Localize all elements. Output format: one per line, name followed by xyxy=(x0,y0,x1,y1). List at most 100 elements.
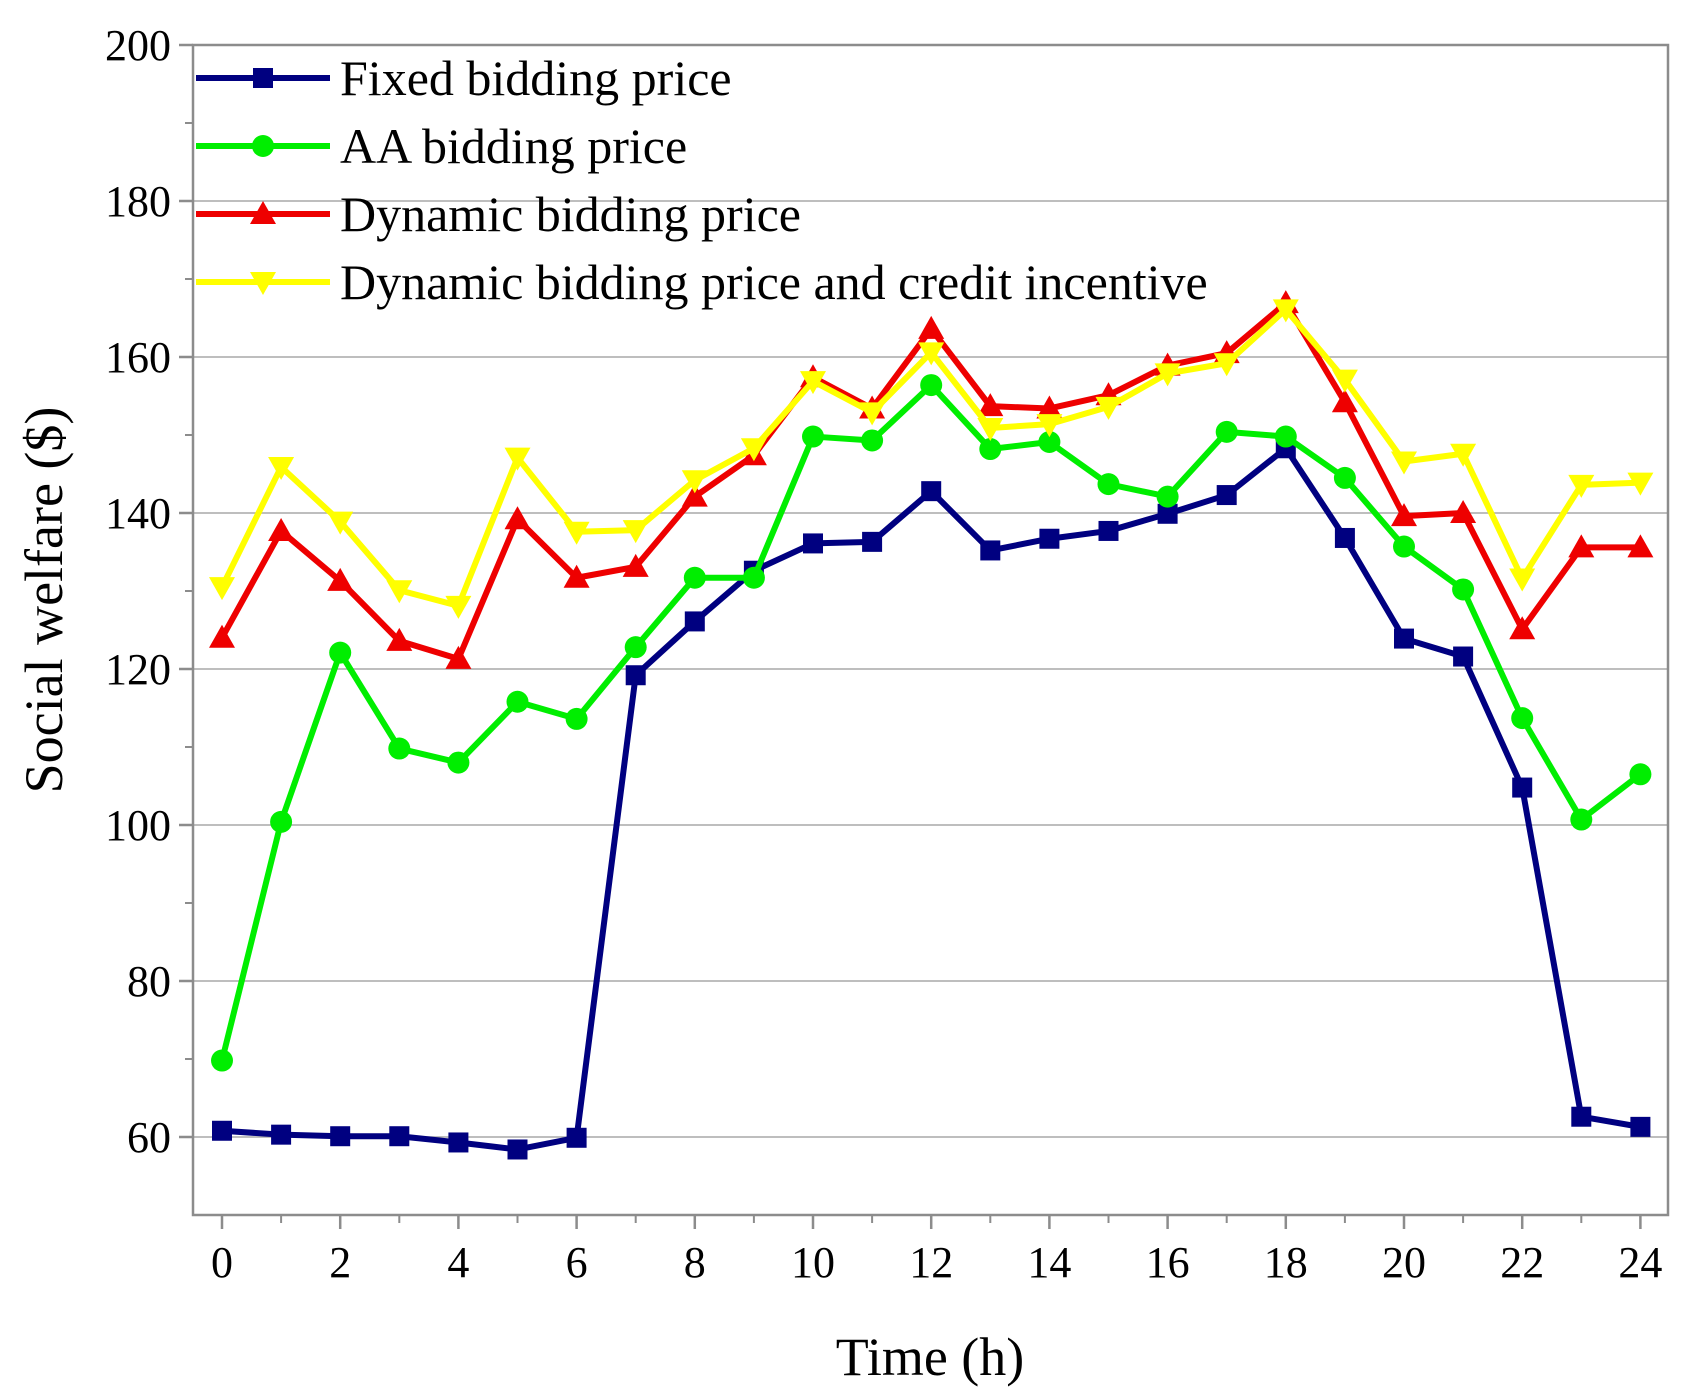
y-tick-label: 200 xyxy=(105,21,171,70)
data-point xyxy=(268,517,295,541)
y-axis-title: Social welfare ($) xyxy=(14,407,74,794)
legend-label: Dynamic bidding price xyxy=(340,186,801,242)
data-point xyxy=(862,531,883,552)
x-tick-label: 10 xyxy=(791,1238,835,1287)
y-tick-label: 80 xyxy=(127,957,171,1006)
data-point xyxy=(448,1132,469,1153)
data-point xyxy=(1036,414,1063,438)
y-tick-label: 120 xyxy=(105,645,171,694)
data-point xyxy=(683,566,706,589)
data-point xyxy=(1570,808,1593,831)
data-point xyxy=(861,429,884,452)
x-tick-label: 24 xyxy=(1618,1238,1662,1287)
y-tick-label: 100 xyxy=(105,801,171,850)
data-point xyxy=(386,580,413,604)
data-point xyxy=(1627,472,1654,496)
legend-marker xyxy=(250,201,276,224)
data-point xyxy=(622,520,649,544)
x-tick-label: 22 xyxy=(1500,1238,1544,1287)
data-point xyxy=(329,641,352,664)
data-point xyxy=(800,371,826,395)
data-point xyxy=(622,553,649,577)
legend: Fixed bidding price AA bidding price Dynam… xyxy=(196,50,1208,310)
data-point xyxy=(1036,395,1063,419)
data-point xyxy=(920,374,943,397)
data-point xyxy=(1213,353,1240,377)
y-tick-label: 140 xyxy=(105,489,171,538)
data-point xyxy=(979,438,1002,461)
data-point xyxy=(209,624,235,648)
data-point xyxy=(565,707,588,730)
legend-entry: Dynamic bidding price and credit incenti… xyxy=(196,254,1208,310)
series-3 xyxy=(209,290,1654,669)
data-point xyxy=(447,751,470,774)
x-tick-label: 16 xyxy=(1146,1238,1190,1287)
data-point xyxy=(1627,534,1654,558)
data-point xyxy=(803,533,823,554)
data-point xyxy=(327,567,354,591)
data-point xyxy=(209,577,235,601)
data-point xyxy=(1511,707,1534,730)
series-2 xyxy=(211,374,1652,1072)
data-point xyxy=(918,342,945,366)
data-point xyxy=(1334,527,1355,548)
data-point xyxy=(1098,520,1119,541)
data-point xyxy=(624,636,647,659)
legend-marker xyxy=(250,272,276,295)
data-point xyxy=(1630,1116,1651,1137)
data-point xyxy=(742,566,765,589)
data-point xyxy=(566,1127,587,1148)
y-tick-label: 180 xyxy=(105,177,171,226)
legend-label: AA bidding price xyxy=(340,118,687,174)
legend-marker xyxy=(252,135,274,157)
data-point xyxy=(507,1139,528,1160)
data-point xyxy=(1331,389,1358,413)
data-point xyxy=(268,456,295,480)
data-point xyxy=(1450,443,1477,467)
data-point xyxy=(740,438,767,462)
data-point xyxy=(445,645,472,669)
data-point xyxy=(270,810,293,833)
data-point xyxy=(977,417,1004,441)
data-point xyxy=(1156,485,1179,508)
data-point xyxy=(388,737,411,760)
data-point xyxy=(1097,473,1120,496)
data-point xyxy=(504,506,531,530)
data-point xyxy=(1274,425,1297,448)
data-point xyxy=(212,1120,232,1141)
legend-entry: AA bidding price xyxy=(196,118,687,174)
data-point xyxy=(1391,503,1417,527)
data-point xyxy=(1394,628,1414,649)
legend-marker xyxy=(253,68,273,88)
data-point xyxy=(681,470,708,494)
data-point xyxy=(1038,431,1061,454)
data-point xyxy=(918,315,945,339)
x-tick-label: 6 xyxy=(566,1238,588,1287)
x-tick-label: 8 xyxy=(684,1238,706,1287)
x-tick-label: 0 xyxy=(211,1238,233,1287)
data-point xyxy=(445,595,472,619)
x-tick-label: 4 xyxy=(447,1238,469,1287)
x-tick-label: 14 xyxy=(1027,1238,1071,1287)
data-point xyxy=(1154,363,1181,387)
data-point xyxy=(1453,646,1474,667)
data-point xyxy=(506,690,529,713)
data-point xyxy=(1095,396,1122,420)
legend-entry: Dynamic bidding price xyxy=(196,186,801,242)
data-point xyxy=(1331,369,1358,393)
data-point xyxy=(1272,299,1299,323)
data-point xyxy=(563,521,590,545)
data-point xyxy=(1157,503,1178,524)
series-1 xyxy=(212,438,1651,1160)
data-point xyxy=(211,1049,233,1072)
plot-series xyxy=(209,290,1654,1160)
data-point xyxy=(1571,1106,1592,1127)
legend-entry: Fixed bidding price xyxy=(196,50,732,106)
data-point xyxy=(1450,500,1477,523)
data-point xyxy=(389,1126,410,1147)
data-point xyxy=(684,611,705,632)
data-point xyxy=(625,665,646,686)
data-point xyxy=(1391,451,1417,475)
